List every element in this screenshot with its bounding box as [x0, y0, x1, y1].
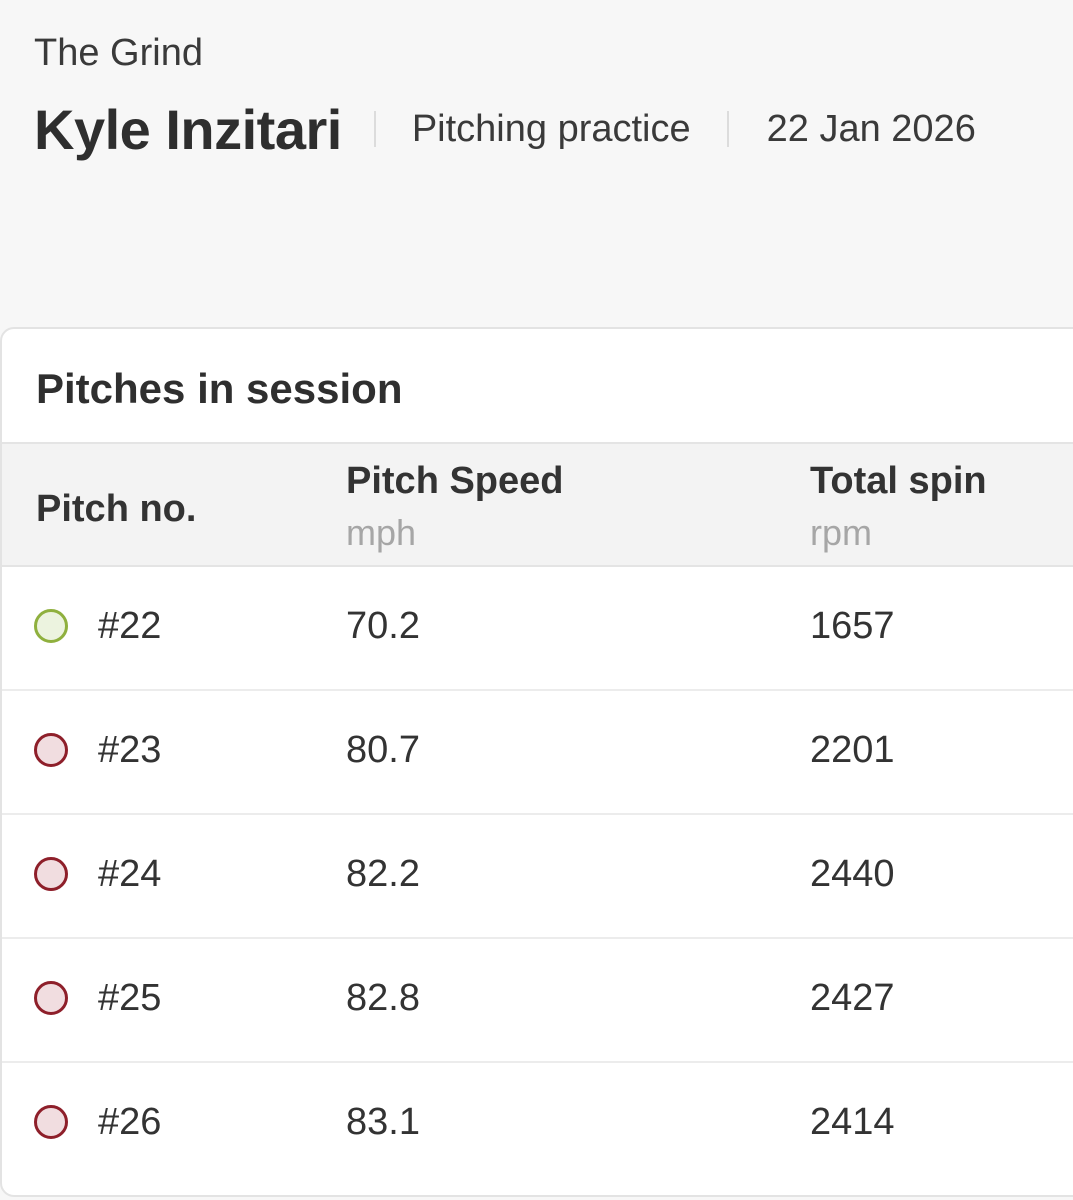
column-label: Pitch no.: [36, 488, 197, 530]
pitch-speed: 83.1: [346, 1101, 420, 1143]
total-spin: 2201: [810, 729, 895, 771]
table-header: Pitch no. Pitch Speed mph Total spin rpm: [2, 442, 1073, 567]
column-header-pitch-speed[interactable]: Pitch Speed mph: [346, 456, 564, 560]
pitches-card: Pitches in session Pitch no. Pitch Speed…: [0, 327, 1073, 1197]
session-date: 22 Jan 2026: [766, 107, 976, 150]
status-circle-icon: [34, 733, 68, 767]
pitch-number: #24: [98, 853, 162, 895]
column-header-total-spin[interactable]: Total spin rpm: [810, 456, 987, 560]
total-spin: 2427: [810, 977, 895, 1019]
pitch-number: #25: [98, 977, 162, 1019]
player-name: Kyle Inzitari: [34, 97, 342, 161]
total-spin: 1657: [810, 605, 895, 647]
table-row[interactable]: #22 70.2 1657: [2, 567, 1073, 691]
pitch-number: #26: [98, 1101, 162, 1143]
total-spin: 2414: [810, 1101, 895, 1143]
table-row[interactable]: #26 83.1 2414: [2, 1063, 1073, 1187]
table-row[interactable]: #25 82.8 2427: [2, 939, 1073, 1063]
pitch-speed: 82.8: [346, 977, 420, 1019]
status-circle-icon: [34, 1105, 68, 1139]
pitch-number: #22: [98, 605, 162, 647]
column-header-pitch-no[interactable]: Pitch no.: [36, 484, 196, 534]
column-unit: mph: [346, 512, 417, 553]
status-circle-icon: [34, 857, 68, 891]
total-spin: 2440: [810, 853, 895, 895]
status-circle-icon: [34, 981, 68, 1015]
card-title: Pitches in session: [36, 365, 403, 412]
pitch-speed: 80.7: [346, 729, 420, 771]
column-label: Total spin: [810, 460, 987, 502]
column-unit: rpm: [810, 512, 872, 553]
pitch-speed: 70.2: [346, 605, 420, 647]
table-row[interactable]: #23 80.7 2201: [2, 691, 1073, 815]
pitch-list: #22 70.2 1657 #23 80.7 2201 #24 82.2 244…: [2, 567, 1073, 1187]
session-header: Kyle Inzitari Pitching practice 22 Jan 2…: [34, 94, 976, 164]
status-circle-icon: [34, 609, 68, 643]
session-type: Pitching practice: [411, 107, 691, 150]
pitch-speed: 82.2: [346, 853, 420, 895]
table-row[interactable]: #24 82.2 2440: [2, 815, 1073, 939]
header-divider: [373, 111, 376, 147]
pitch-number: #23: [98, 729, 162, 771]
org-name: The Grind: [34, 32, 203, 74]
header-divider: [726, 111, 729, 147]
column-label: Pitch Speed: [346, 460, 564, 502]
